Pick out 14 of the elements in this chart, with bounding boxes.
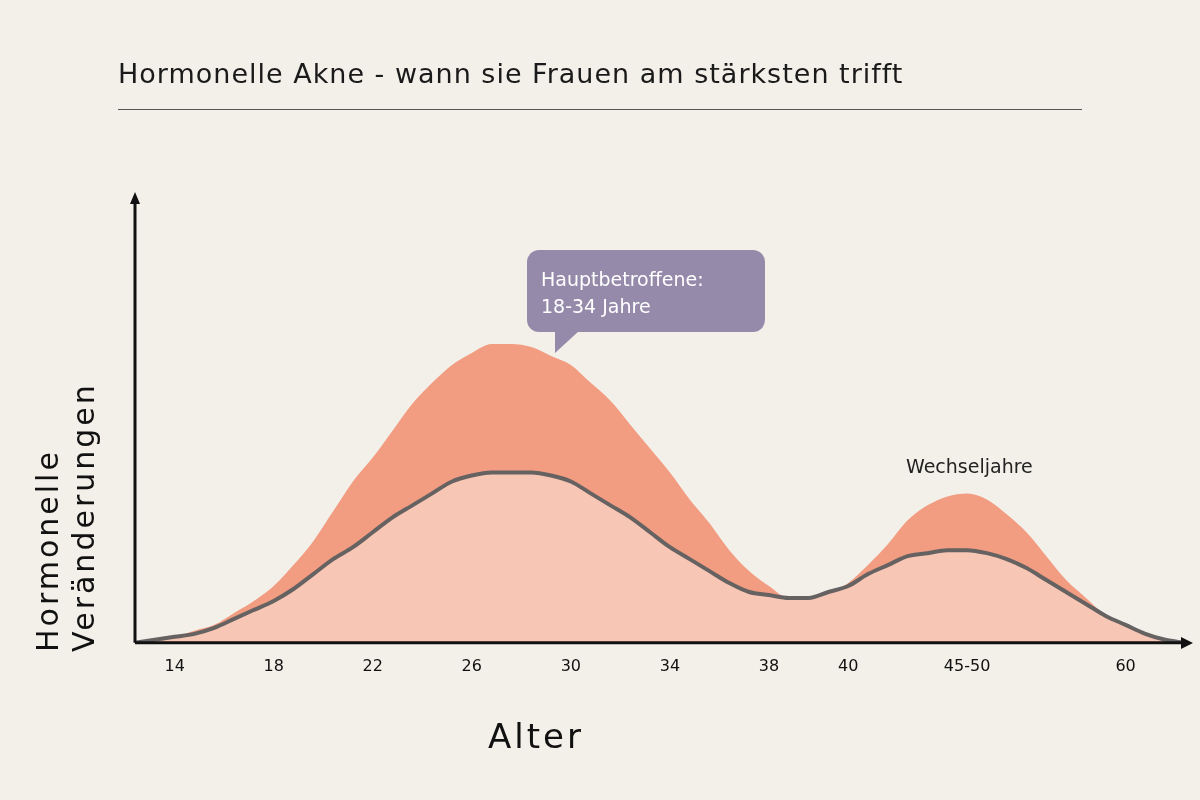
x-tick-label: 18 [263, 655, 284, 675]
annotation: Wechseljahre [906, 455, 1033, 477]
x-tick-label: 34 [659, 655, 681, 675]
x-tick-label: 40 [838, 655, 859, 675]
x-tick-label: 45-50 [943, 655, 991, 675]
x-axis-title: Alter [488, 716, 584, 756]
y-axis-title: Hormonelle Veränderungen [30, 381, 102, 652]
x-tick-label: 38 [758, 655, 780, 675]
x-tick-label: 14 [164, 655, 185, 675]
x-tick-label: 26 [461, 655, 482, 675]
chart-title: Hormonelle Akne - wann sie Frauen am stärksten trifft [118, 58, 1082, 110]
x-tick-label: 30 [560, 655, 582, 675]
x-tick-label: 60 [1115, 655, 1136, 675]
x-tick-label: 22 [362, 655, 383, 675]
